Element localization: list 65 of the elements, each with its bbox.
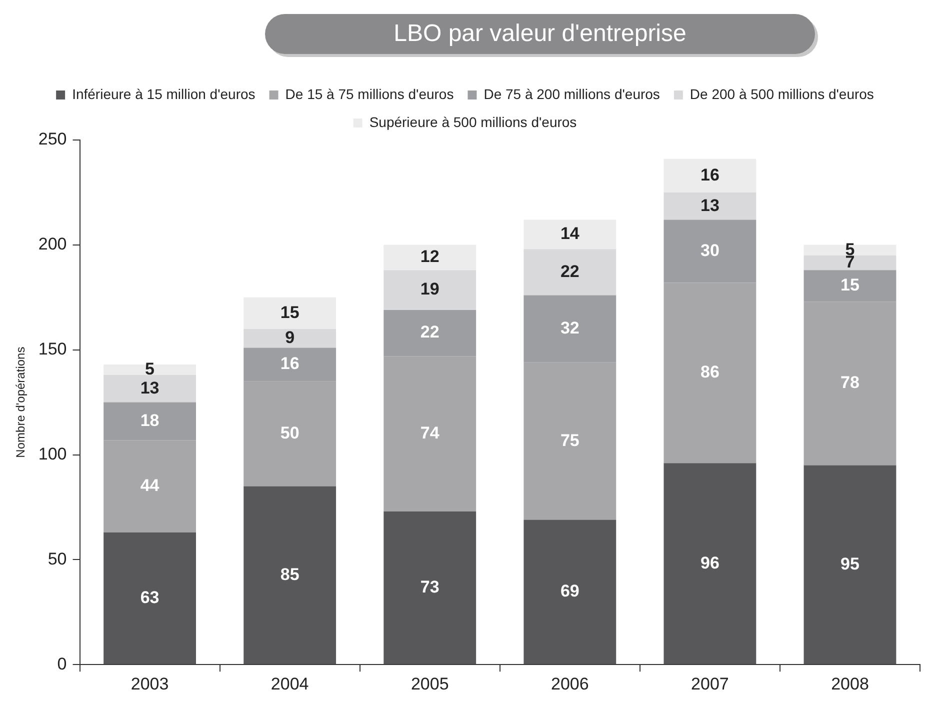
x-tick-label: 2003 xyxy=(130,674,169,694)
data-label: 69 xyxy=(560,582,580,601)
legend-label: Inférieure à 15 million d'euros xyxy=(72,86,256,102)
data-label: 74 xyxy=(420,423,440,442)
bar xyxy=(384,244,476,270)
data-label: 19 xyxy=(420,280,440,299)
bar xyxy=(104,364,196,376)
bar xyxy=(664,463,756,664)
bar xyxy=(664,158,756,192)
bar xyxy=(384,511,476,664)
data-label: 15 xyxy=(280,302,300,322)
data-label: 13 xyxy=(140,378,160,398)
bar xyxy=(664,192,756,220)
y-tick-label: 150 xyxy=(38,340,67,359)
data-label: 44 xyxy=(140,476,160,495)
x-tick-label: 2008 xyxy=(831,674,869,694)
bar xyxy=(524,220,616,250)
data-label: 15 xyxy=(840,276,860,295)
x-tick-label: 2006 xyxy=(550,674,589,694)
x-tick-label: 2005 xyxy=(410,674,449,694)
bar xyxy=(244,328,336,348)
bar xyxy=(524,249,616,296)
y-tick-label: 250 xyxy=(38,130,67,149)
bar xyxy=(384,270,476,310)
data-label: 16 xyxy=(700,165,720,184)
data-label: 14 xyxy=(560,224,580,244)
bar xyxy=(104,375,196,402)
data-label: 85 xyxy=(280,564,300,584)
data-label: 96 xyxy=(700,553,720,572)
data-label: 86 xyxy=(700,362,720,382)
data-label: 9 xyxy=(285,328,295,347)
data-label: 32 xyxy=(560,318,580,338)
chart-title: LBO par valeur d'entreprise xyxy=(265,14,815,54)
data-label: 50 xyxy=(280,423,300,442)
y-axis-title: Nombre d'opérations xyxy=(14,346,28,458)
data-label: 13 xyxy=(700,196,720,215)
legend-label: De 75 à 200 millions d'euros xyxy=(484,86,660,102)
legend-label: De 200 à 500 millions d'euros xyxy=(690,86,874,102)
legend-label: Supérieure à 500 millions d'euros xyxy=(369,114,577,130)
data-label: 95 xyxy=(840,554,860,574)
bar xyxy=(244,297,336,329)
x-tick-label: 2007 xyxy=(691,674,729,694)
y-tick-label: 200 xyxy=(38,234,67,254)
data-label: 12 xyxy=(420,247,440,266)
data-label: 5 xyxy=(145,359,155,378)
data-label: 63 xyxy=(140,588,160,607)
x-tick-label: 2004 xyxy=(270,674,309,694)
data-label: 16 xyxy=(280,354,300,374)
data-label: 73 xyxy=(420,577,440,596)
bar xyxy=(804,465,896,664)
bar xyxy=(524,520,616,664)
data-label: 30 xyxy=(700,240,720,260)
data-label: 22 xyxy=(560,262,580,281)
data-label: 75 xyxy=(560,430,580,450)
data-label: 22 xyxy=(420,322,440,342)
bar xyxy=(244,486,336,664)
bar xyxy=(104,532,196,664)
bar xyxy=(804,255,896,270)
data-label: 78 xyxy=(840,373,860,392)
y-tick-label: 0 xyxy=(57,654,67,674)
y-tick-label: 50 xyxy=(48,549,67,568)
y-tick-label: 100 xyxy=(38,444,67,464)
bar xyxy=(804,244,896,256)
legend-label: De 15 à 75 millions d'euros xyxy=(285,86,454,102)
data-label: 18 xyxy=(140,410,160,430)
